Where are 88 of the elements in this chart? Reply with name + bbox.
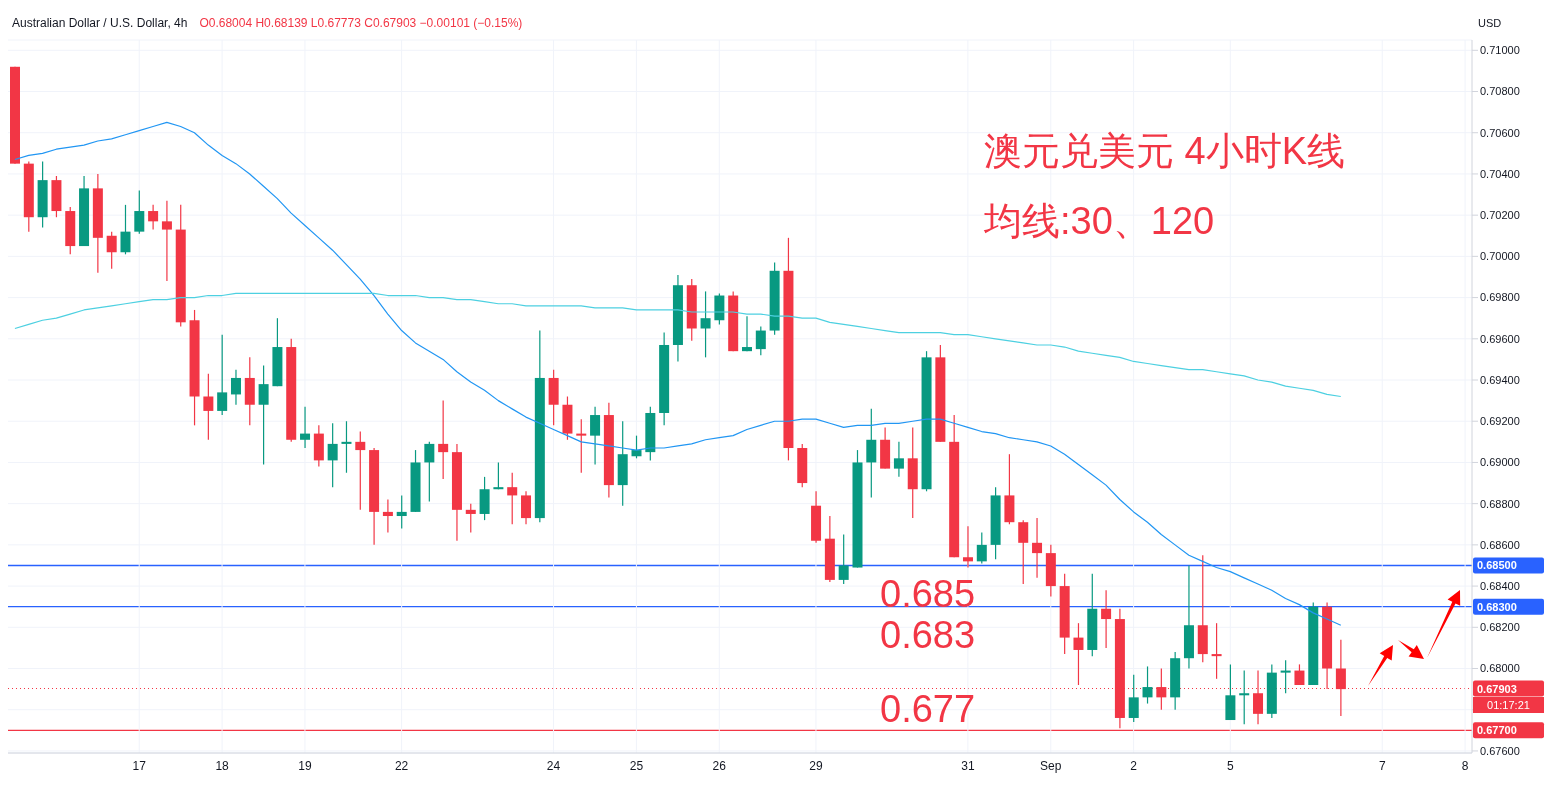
x-tick-label: 24: [546, 758, 561, 773]
annotation: 0.685: [880, 573, 976, 615]
candlestick: [1335, 639, 1346, 717]
x-tick-label: 2: [1130, 758, 1138, 773]
candlestick: [866, 408, 877, 499]
y-tick-label: 0.69200: [1480, 415, 1520, 428]
candlestick: [521, 490, 532, 525]
annotation: 均线:30、120: [984, 199, 1215, 244]
ref-line-label: 0.68300: [1477, 600, 1517, 613]
candlestick: [1280, 659, 1291, 694]
candlestick: [838, 533, 849, 585]
x-tick-label: 5: [1226, 758, 1234, 773]
candlestick: [976, 531, 987, 565]
y-axis-title: USD: [1478, 17, 1502, 29]
candlestick: [382, 498, 393, 534]
candlestick: [893, 441, 904, 478]
candlestick: [300, 406, 311, 449]
y-tick-label: 0.70400: [1480, 167, 1520, 180]
ref-line-label: 0.67903: [1477, 682, 1517, 695]
y-tick-label: 0.70600: [1480, 126, 1520, 139]
candlestick: [355, 430, 366, 511]
y-tick-label: 0.69600: [1480, 332, 1520, 345]
x-tick-label: 19: [298, 758, 312, 773]
candlestick: [106, 231, 117, 270]
ref-line-label: 0.67700: [1477, 724, 1517, 737]
candlestick: [134, 189, 145, 235]
candlestick: [631, 435, 642, 459]
x-tick-label: 17: [132, 758, 147, 773]
y-tick-label: 0.70000: [1480, 250, 1520, 263]
candlestick: [962, 525, 973, 569]
candlestick: [507, 472, 518, 525]
annotation: 澳元兑美元 4小时K线: [984, 129, 1346, 174]
y-tick-label: 0.68000: [1480, 662, 1520, 675]
candlestick: [1073, 622, 1084, 686]
y-tick-label: 0.69800: [1480, 291, 1520, 304]
y-tick-label: 0.68200: [1480, 621, 1520, 634]
candlestick: [120, 204, 131, 255]
x-tick-label: 8: [1461, 758, 1469, 773]
line-series: [14, 292, 1342, 398]
candlestick: [1211, 622, 1222, 680]
candlestick: [1156, 667, 1167, 711]
y-tick-label: 0.68800: [1480, 497, 1520, 510]
candlestick: [258, 364, 269, 466]
x-tick-label: 18: [215, 758, 230, 773]
x-tick-label: Sep: [1040, 758, 1062, 773]
candlestick: [1018, 519, 1029, 585]
candlestick: [148, 204, 159, 231]
candlestick: [755, 325, 766, 356]
candlestick: [493, 461, 504, 490]
candlestick: [590, 406, 601, 466]
candlestick: [424, 441, 435, 503]
x-tick-label: 25: [629, 758, 644, 773]
candlestick: [203, 373, 214, 441]
candlestick: [465, 503, 476, 534]
ref-line-label: 0.68500: [1477, 559, 1517, 572]
text: 01:17:21: [1473, 697, 1544, 713]
chart-subtitle: O0.68004 H0.68139 L0.67773 C0.67903 −0.00101 (−0.15%): [199, 16, 523, 30]
y-tick-label: 0.70200: [1480, 209, 1520, 222]
x-tick-label: 22: [394, 758, 409, 773]
candlestick: [341, 420, 352, 474]
x-tick-label: 7: [1378, 758, 1386, 773]
candlestick: [230, 369, 241, 406]
x-tick-label: 26: [712, 758, 727, 773]
annotation: 0.677: [880, 688, 976, 730]
candlestick: [438, 400, 449, 480]
x-tick-label: 29: [809, 758, 823, 773]
y-tick-label: 0.70800: [1480, 85, 1520, 98]
candlestick: [1101, 589, 1112, 649]
y-tick-label: 0.69400: [1480, 373, 1520, 386]
candlestick: [1239, 669, 1250, 725]
chart-title: Australian Dollar / U.S. Dollar, 4h: [12, 16, 188, 30]
y-tick-label: 0.71000: [1480, 44, 1520, 57]
y-tick-label: 0.68600: [1480, 538, 1520, 551]
candlestick: [1032, 517, 1043, 579]
candlestick: [396, 494, 407, 529]
candlestick: [1142, 665, 1153, 705]
annotation: 0.683: [880, 614, 976, 656]
y-tick-label: 0.68400: [1480, 579, 1520, 592]
x-tick-label: 31: [961, 758, 975, 773]
candlestick: [742, 315, 752, 352]
candlestick: [217, 334, 228, 416]
candlestick: [700, 290, 711, 358]
candlestick: [327, 422, 338, 488]
y-tick-label: 0.67600: [1480, 744, 1520, 757]
y-tick-label: 0.69000: [1480, 456, 1520, 469]
candlestick: [576, 418, 587, 474]
candlestick: [161, 200, 172, 282]
candlestick: [1128, 674, 1139, 723]
